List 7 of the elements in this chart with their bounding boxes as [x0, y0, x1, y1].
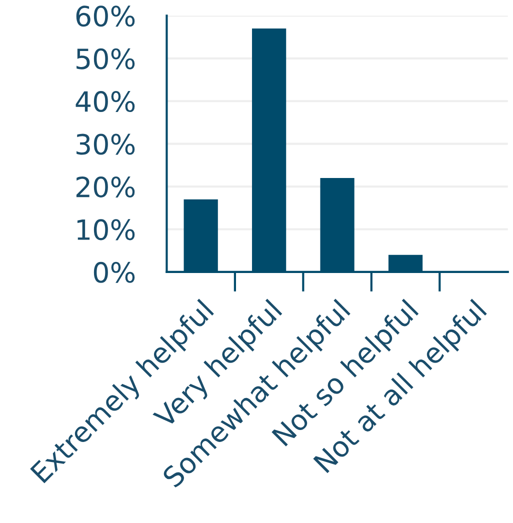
y-tick-label: 30%	[76, 134, 135, 155]
y-tick-label: 20%	[76, 176, 135, 198]
y-tick-label: 10%	[77, 219, 135, 240]
y-tick-label: 50%	[76, 48, 135, 70]
y-tick-label: 40%	[76, 91, 135, 112]
y-tick-label: 60%	[76, 6, 135, 27]
y-tick-label: 0%	[94, 262, 135, 283]
